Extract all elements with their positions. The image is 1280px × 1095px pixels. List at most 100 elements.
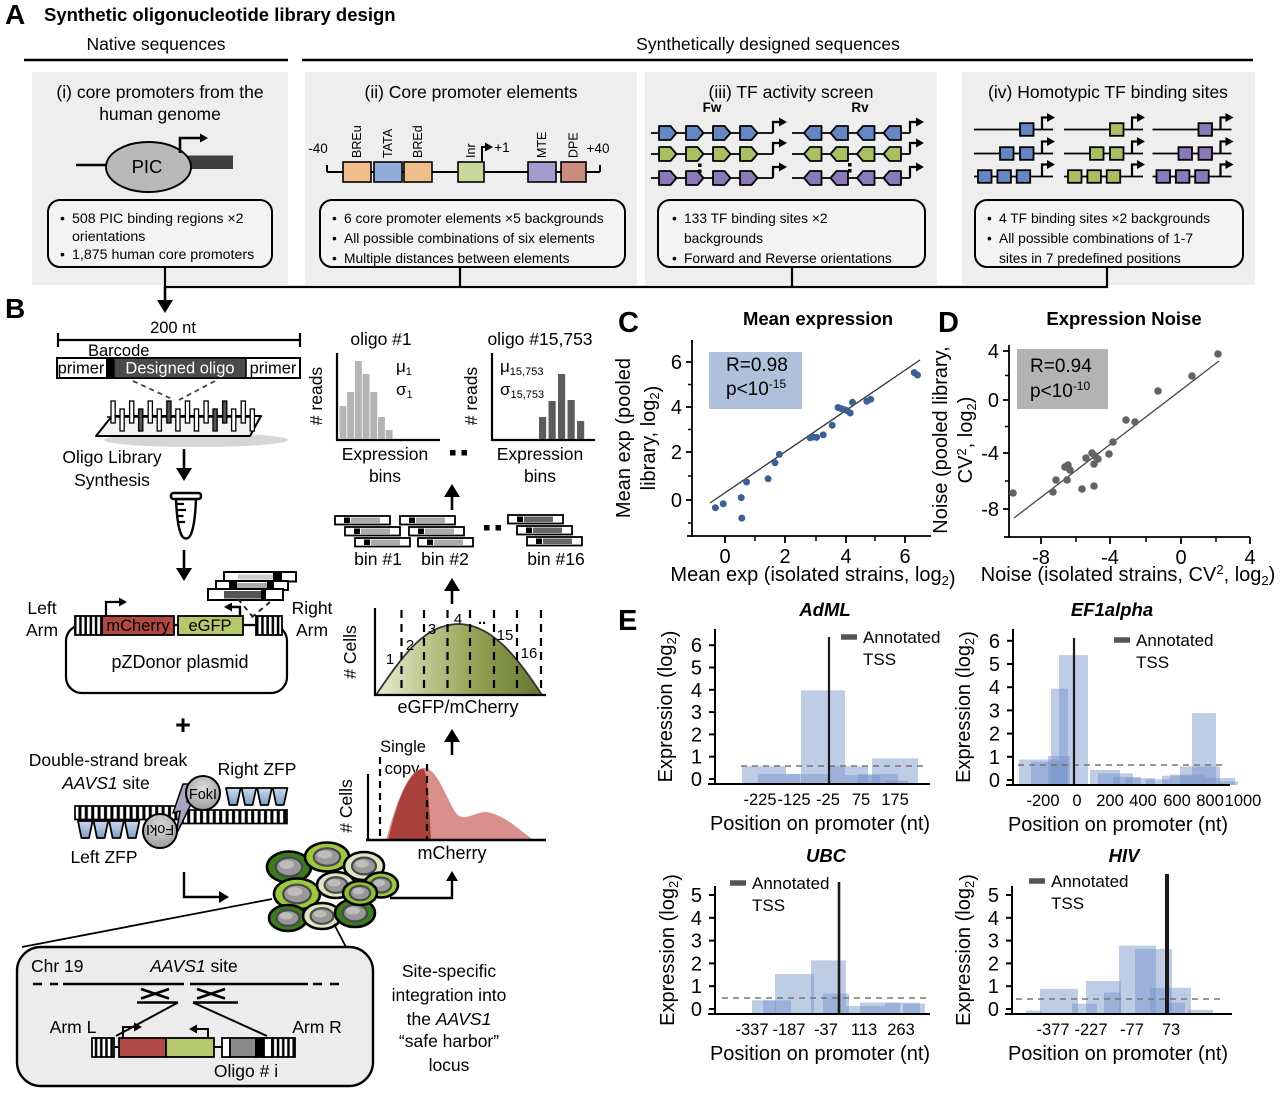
svg-text:•: • [987, 211, 992, 226]
svg-text:4: 4 [1244, 547, 1255, 569]
svg-text:Expression: Expression [342, 444, 429, 464]
svg-text:0: 0 [1072, 792, 1081, 810]
svg-text:primer: primer [58, 360, 105, 378]
svg-text:eGFP/mCherry: eGFP/mCherry [397, 697, 518, 717]
svg-text:Chr 19: Chr 19 [31, 956, 84, 976]
svg-text:5: 5 [691, 658, 702, 680]
svg-text:..: .. [478, 611, 486, 628]
svg-text:200: 200 [1096, 792, 1124, 810]
svg-text:Fw: Fw [703, 100, 722, 115]
svg-text:Synthetic oligonucleotide libr: Synthetic oligonucleotide library design [44, 4, 396, 25]
svg-text:Position on promoter (nt): Position on promoter (nt) [1008, 1043, 1228, 1065]
svg-text:5: 5 [988, 885, 999, 907]
svg-text:eGFP: eGFP [188, 617, 231, 635]
svg-text:# reads: # reads [461, 367, 481, 426]
svg-text:(iv) Homotypic TF binding site: (iv) Homotypic TF binding sites [988, 82, 1228, 102]
svg-text:0: 0 [719, 546, 730, 568]
svg-text:-25: -25 [816, 791, 840, 809]
svg-text:3: 3 [691, 931, 702, 953]
svg-text:•: • [332, 231, 337, 246]
svg-text:bin #2: bin #2 [421, 549, 469, 569]
svg-text:Mean exp (pooled: Mean exp (pooled [613, 358, 635, 518]
svg-text:5: 5 [989, 654, 1000, 676]
svg-text:TSS: TSS [1136, 653, 1169, 672]
svg-text:15: 15 [497, 627, 514, 644]
svg-text:E: E [618, 605, 637, 637]
svg-text:75: 75 [852, 791, 870, 809]
svg-text:MTE: MTE [535, 132, 549, 158]
svg-text:Annotated: Annotated [1136, 631, 1214, 650]
svg-text:Mean expression: Mean expression [743, 308, 893, 329]
svg-text:Oligo # i: Oligo # i [214, 1061, 278, 1081]
svg-text:-8: -8 [981, 499, 999, 521]
svg-text:-125: -125 [777, 791, 810, 809]
svg-text:-225: -225 [743, 791, 776, 809]
svg-text:integration into: integration into [392, 985, 507, 1005]
svg-text:AAVS1 site: AAVS1 site [149, 956, 238, 976]
svg-text:3: 3 [988, 931, 999, 953]
svg-text:0: 0 [988, 999, 999, 1021]
svg-text:-8: -8 [1032, 547, 1050, 569]
svg-text:4: 4 [691, 680, 702, 702]
svg-text:-4: -4 [981, 443, 999, 465]
svg-text:Expression: Expression [497, 444, 584, 464]
svg-text:73: 73 [1162, 1021, 1180, 1039]
svg-text:0: 0 [988, 390, 999, 412]
svg-text:Arm R: Arm R [292, 1017, 342, 1037]
svg-text:2: 2 [691, 724, 702, 746]
svg-text:BREd: BREd [411, 125, 425, 158]
svg-text:Double-strand break: Double-strand break [29, 750, 188, 770]
svg-text:800: 800 [1196, 792, 1224, 810]
svg-text:175: 175 [881, 791, 909, 809]
svg-text:oligo #15,753: oligo #15,753 [487, 329, 592, 349]
svg-text:Forward and Reverse orientatio: Forward and Reverse orientations [684, 251, 892, 266]
svg-text:Single: Single [380, 738, 426, 756]
svg-text:# Cells: # Cells [340, 625, 360, 679]
svg-text:A: A [5, 0, 25, 30]
svg-text:TATA: TATA [381, 128, 395, 158]
svg-text:4: 4 [989, 677, 1000, 699]
svg-text:Noise (isolated strains, CV2,: Noise (isolated strains, CV2, log2) [981, 562, 1276, 588]
svg-text:2: 2 [779, 546, 790, 568]
svg-text:-37: -37 [814, 1021, 838, 1039]
svg-text:Oligo Library: Oligo Library [62, 447, 161, 467]
svg-text:bin #1: bin #1 [354, 549, 402, 569]
svg-text:1: 1 [989, 747, 1000, 769]
svg-text:1: 1 [386, 651, 394, 668]
svg-text:-40: -40 [308, 141, 328, 156]
svg-text:the AAVS1: the AAVS1 [407, 1009, 492, 1029]
svg-text:5: 5 [691, 885, 702, 907]
svg-text:CV2, log2): CV2, log2) [954, 397, 979, 484]
svg-text:4: 4 [691, 908, 702, 930]
svg-text:508 PIC binding regions ×2: 508 PIC binding regions ×2 [72, 211, 244, 227]
svg-text:0: 0 [691, 999, 702, 1021]
svg-text:0: 0 [989, 770, 1000, 792]
svg-text:(i) core promoters from the: (i) core promoters from the [56, 82, 263, 102]
svg-text:mCherry: mCherry [106, 617, 170, 635]
svg-text:•: • [672, 211, 677, 226]
svg-text:Synthesis: Synthesis [74, 470, 150, 490]
svg-text:Position on promoter (nt): Position on promoter (nt) [710, 1043, 930, 1065]
svg-text:UBC: UBC [806, 845, 847, 866]
svg-text:library, log2): library, log2) [638, 386, 664, 491]
svg-text:locus: locus [429, 1055, 470, 1075]
svg-text:bins: bins [524, 466, 556, 486]
svg-text:6: 6 [899, 546, 910, 568]
svg-text:(iii) TF activity screen: (iii) TF activity screen [709, 82, 874, 102]
svg-text:2: 2 [691, 953, 702, 975]
svg-text:Designed oligo: Designed oligo [125, 360, 234, 378]
svg-text:AdML: AdML [798, 599, 850, 620]
svg-text:•: • [332, 211, 337, 226]
svg-text:263: 263 [887, 1021, 915, 1039]
svg-text:113: 113 [851, 1021, 877, 1039]
svg-text:4: 4 [671, 397, 682, 419]
svg-text:(ii) Core promoter elements: (ii) Core promoter elements [365, 82, 578, 102]
svg-text:Arm L: Arm L [50, 1017, 97, 1037]
svg-text:Mean exp (isolated strains, lo: Mean exp (isolated strains, log2) [670, 564, 955, 590]
svg-text:133 TF binding sites ×2: 133 TF binding sites ×2 [684, 211, 828, 226]
svg-text:copy: copy [385, 760, 421, 778]
svg-text:4: 4 [988, 908, 999, 930]
svg-text:R=0.94: R=0.94 [1030, 356, 1092, 377]
svg-text:TSS: TSS [752, 896, 785, 915]
svg-text:TSS: TSS [1051, 894, 1084, 913]
